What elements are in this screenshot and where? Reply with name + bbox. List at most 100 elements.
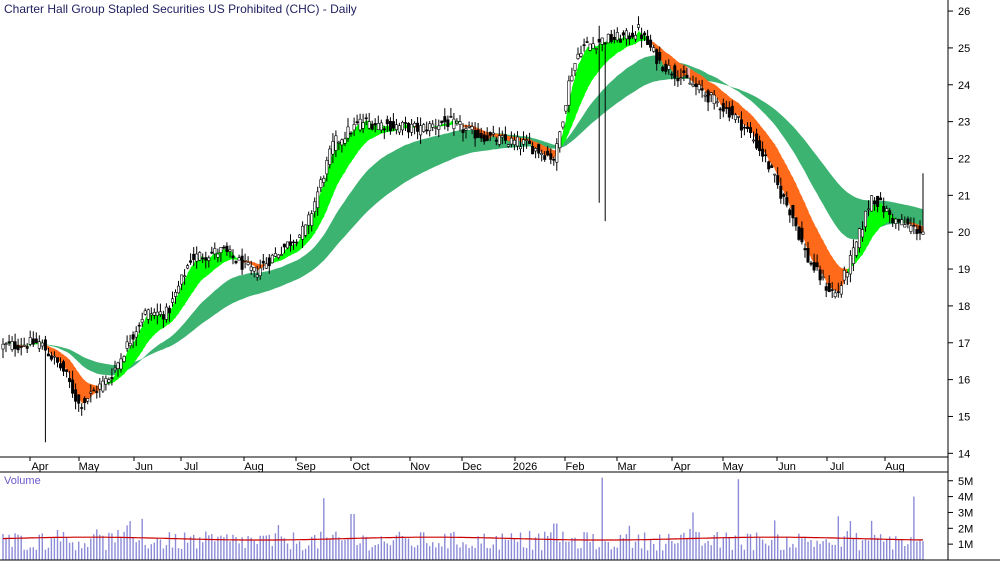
candle-body [455,121,459,124]
candle-body [234,260,238,264]
candle-body [912,224,916,227]
candle-body [606,33,610,44]
candle-body [434,127,438,129]
short-band-segment [335,142,340,187]
short-band-segment [351,128,355,162]
candle-body [848,255,852,275]
candle-body [237,257,241,261]
candle-body [597,38,601,43]
candle-body [201,257,205,260]
candle-body [739,119,743,131]
short-band-segment [829,252,833,289]
candle-body [897,219,901,223]
candle-body [425,129,429,132]
candle-body [761,148,765,157]
candle-body [410,123,414,133]
price-tick-label: 21 [958,190,970,202]
candle-body [301,225,305,240]
candle-body [155,311,159,317]
candle-body [16,345,20,351]
candle-body [821,276,825,279]
price-tick-label: 23 [958,117,970,129]
candle-body [773,173,777,176]
short-band-segment [571,75,576,125]
candle-body [488,132,492,136]
candle-body [915,229,919,234]
short-band-segment [187,267,192,300]
price-tick-label: 14 [958,448,970,460]
candle-body [367,121,371,129]
candle-body [192,253,196,260]
candle-body [10,341,14,350]
candle-body [567,80,571,106]
short-band-segment [175,292,180,318]
short-band-segment [111,374,116,384]
candle-body [751,139,755,142]
short-band-segment [172,298,177,321]
short-band-segment [877,202,882,231]
price-tick-label: 15 [958,411,970,423]
candle-body [676,78,680,82]
candle-body [894,218,898,225]
candle-body [310,213,314,226]
candle-body [273,253,277,257]
long-band-area [3,55,923,376]
candle-body [419,125,423,136]
short-band-segment [348,133,352,166]
candle-body [770,165,774,168]
candle-body [319,179,323,188]
short-band-segment [783,161,788,199]
short-band-segment [184,272,189,305]
candle-body [406,122,410,133]
candle-body [171,298,175,303]
candle-body [270,254,274,264]
short-band-segment [808,211,812,259]
price-tick-label: 26 [958,6,970,18]
short-band-segment [562,118,567,145]
candle-body [58,363,62,369]
candle-body [116,362,120,369]
candle-body [658,51,662,61]
short-band-segment [190,263,195,295]
candle-body [422,124,426,132]
candle-body [506,144,510,147]
candle-body [791,205,795,219]
candle-body [246,262,250,265]
short-band-segment [341,140,346,177]
candle-body [621,32,625,36]
candle-body [879,197,883,201]
candle-body [279,254,283,256]
month-tick-label: May [723,461,744,473]
volume-tick-label: 5M [958,476,973,488]
price-tick-label: 18 [958,301,970,313]
candle-body [785,197,789,206]
volume-average-line [2,536,923,541]
candle-body [876,195,880,207]
candle-body [307,214,311,226]
candle-body [615,32,619,41]
candle-body [552,159,556,161]
short-band-segment [786,166,791,207]
short-band-segment [157,312,161,332]
candle-body [558,131,562,149]
candle-body [503,134,507,141]
candle-body [440,120,444,124]
month-tick-label: Nov [410,461,430,473]
candle-body [285,241,289,249]
short-band-segment [832,257,836,291]
candle-body [149,313,153,316]
month-tick-label: Apr [31,461,48,473]
candle-body [343,138,347,144]
short-band-segment [584,47,588,96]
candle-body [718,108,722,111]
candle-body [7,341,11,344]
candle-body [688,82,692,85]
short-band-segment [901,220,906,223]
candle-body [830,289,834,291]
candle-body [437,125,441,130]
candle-body [903,224,907,228]
short-band-segment [581,52,585,103]
candle-body [167,307,171,314]
candle-body [1,343,5,350]
